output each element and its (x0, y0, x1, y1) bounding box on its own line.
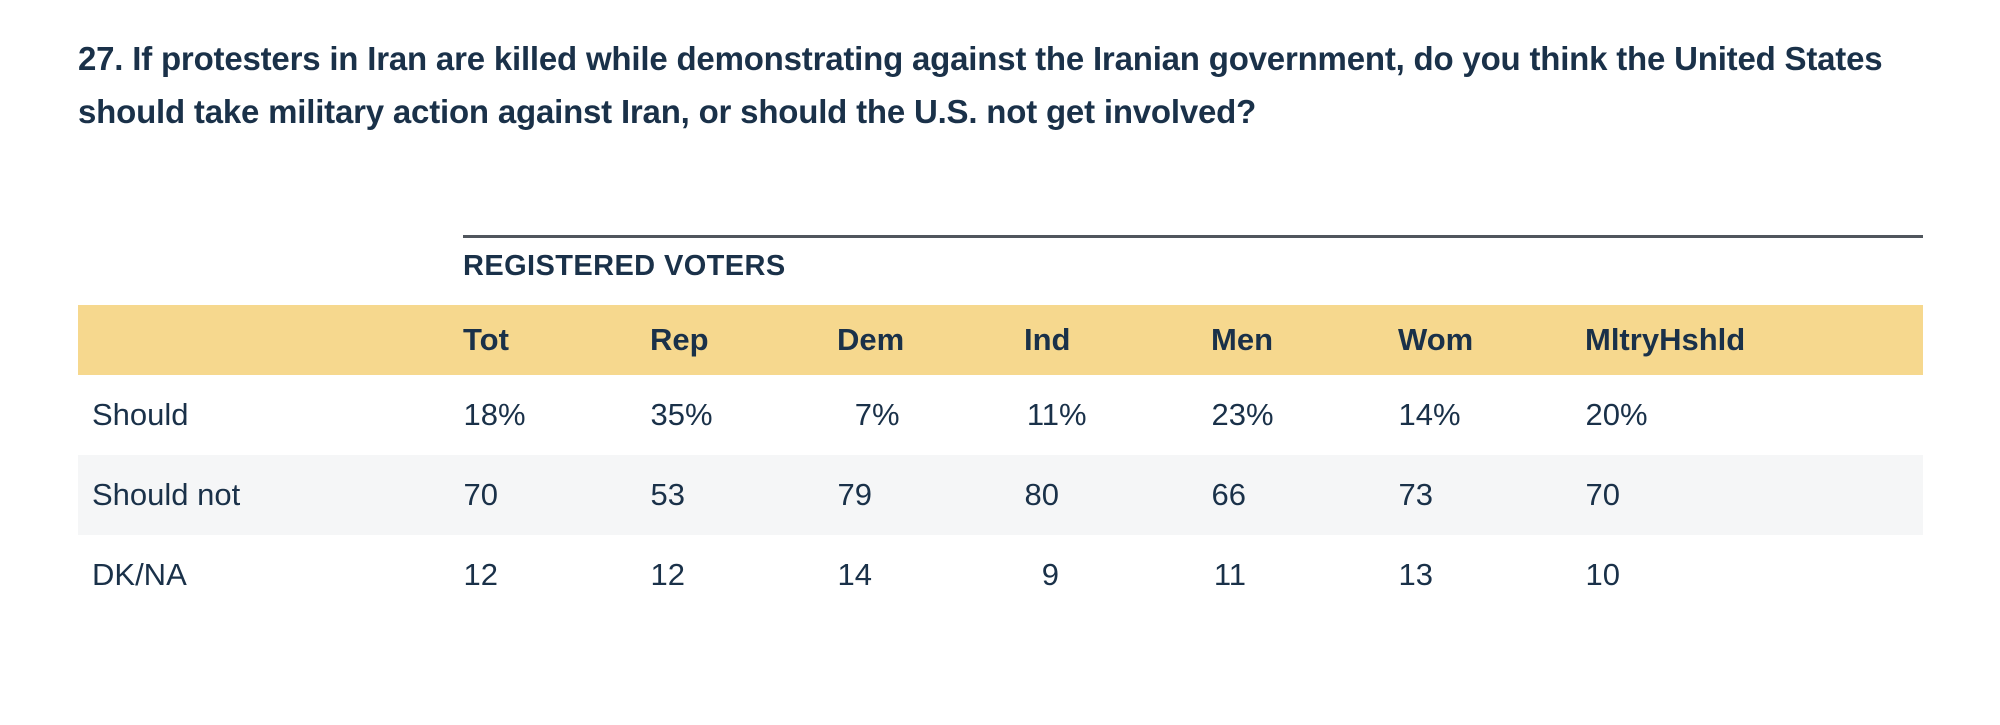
table-row: DK/NA 12 12 14 9 11 13 10 (78, 535, 1923, 615)
value-digits: 10 (1585, 557, 1620, 592)
value-digits: 53 (650, 477, 685, 512)
value-digits: 73 (1398, 477, 1433, 512)
value-cell: 73 (1398, 455, 1585, 535)
table-row: Should 18% 35% 7% 11% 23% 14% 20% (78, 375, 1923, 455)
value-digits: 12 (650, 557, 685, 592)
row-label: Should (92, 397, 189, 432)
percent-sign: % (685, 397, 713, 432)
group-header-rule (463, 235, 1923, 238)
value-cell: 70 (1585, 455, 1923, 535)
value-cell: 53 (650, 455, 837, 535)
value-digits: 66 (1211, 477, 1246, 512)
group-header-label: REGISTERED VOTERS (463, 250, 786, 282)
value-cell: 10 (1585, 535, 1923, 615)
value-digits: 9 (1041, 557, 1059, 592)
value-cell: 12 (650, 535, 837, 615)
value-cell: 7% (837, 375, 1024, 455)
value-cell: 11% (1024, 375, 1211, 455)
value-cell: 14 (837, 535, 1024, 615)
column-header-ind: Ind (1024, 305, 1211, 375)
value-cell: 79 (837, 455, 1024, 535)
row-label: DK/NA (92, 557, 187, 592)
value-cell: 14% (1398, 375, 1585, 455)
percent-sign: % (872, 397, 900, 432)
value-cell: 20% (1585, 375, 1923, 455)
value-digits: 23 (1211, 397, 1246, 432)
value-digits: 12 (463, 557, 498, 592)
value-cell: 23% (1211, 375, 1398, 455)
value-cell: 11 (1211, 535, 1398, 615)
value-digits: 70 (463, 477, 498, 512)
table-header-row: Tot Rep Dem Ind Men Wom MltryHshld (78, 305, 1923, 375)
column-header-dem: Dem (837, 305, 1024, 375)
table-row: Should not 70 53 79 80 66 73 70 (78, 455, 1923, 535)
corner-cell (78, 305, 463, 375)
column-header-tot: Tot (463, 305, 650, 375)
value-cell: 13 (1398, 535, 1585, 615)
value-cell: 12 (463, 535, 650, 615)
column-header-mltryhshld: MltryHshld (1585, 305, 1923, 375)
value-cell: 80 (1024, 455, 1211, 535)
value-digits: 79 (837, 477, 872, 512)
value-cell: 35% (650, 375, 837, 455)
value-digits: 14 (1398, 397, 1433, 432)
row-label: Should not (92, 477, 241, 512)
value-digits: 14 (837, 557, 872, 592)
percent-sign: % (1620, 397, 1648, 432)
percent-sign: % (498, 397, 526, 432)
column-header-rep: Rep (650, 305, 837, 375)
value-cell: 70 (463, 455, 650, 535)
column-header-men: Men (1211, 305, 1398, 375)
value-digits: 7 (854, 397, 872, 432)
percent-sign: % (1433, 397, 1461, 432)
percent-sign: % (1246, 397, 1274, 432)
percent-sign: % (1059, 397, 1087, 432)
crosstab-table: Tot Rep Dem Ind Men Wom MltryHshld Should 18% 35… (78, 305, 1923, 615)
value-digits: 13 (1398, 557, 1433, 592)
value-cell: 18% (463, 375, 650, 455)
value-digits: 35 (650, 397, 685, 432)
value-cell: 66 (1211, 455, 1398, 535)
question-title: 27. If protesters in Iran are killed whi… (78, 40, 1883, 130)
value-digits: 20 (1585, 397, 1620, 432)
value-digits: 70 (1585, 477, 1620, 512)
value-cell: 9 (1024, 535, 1211, 615)
value-digits: 80 (1024, 477, 1059, 512)
value-digits: 11 (1213, 557, 1246, 592)
value-digits: 18 (463, 397, 498, 432)
value-digits: 11 (1026, 397, 1059, 432)
column-header-wom: Wom (1398, 305, 1585, 375)
